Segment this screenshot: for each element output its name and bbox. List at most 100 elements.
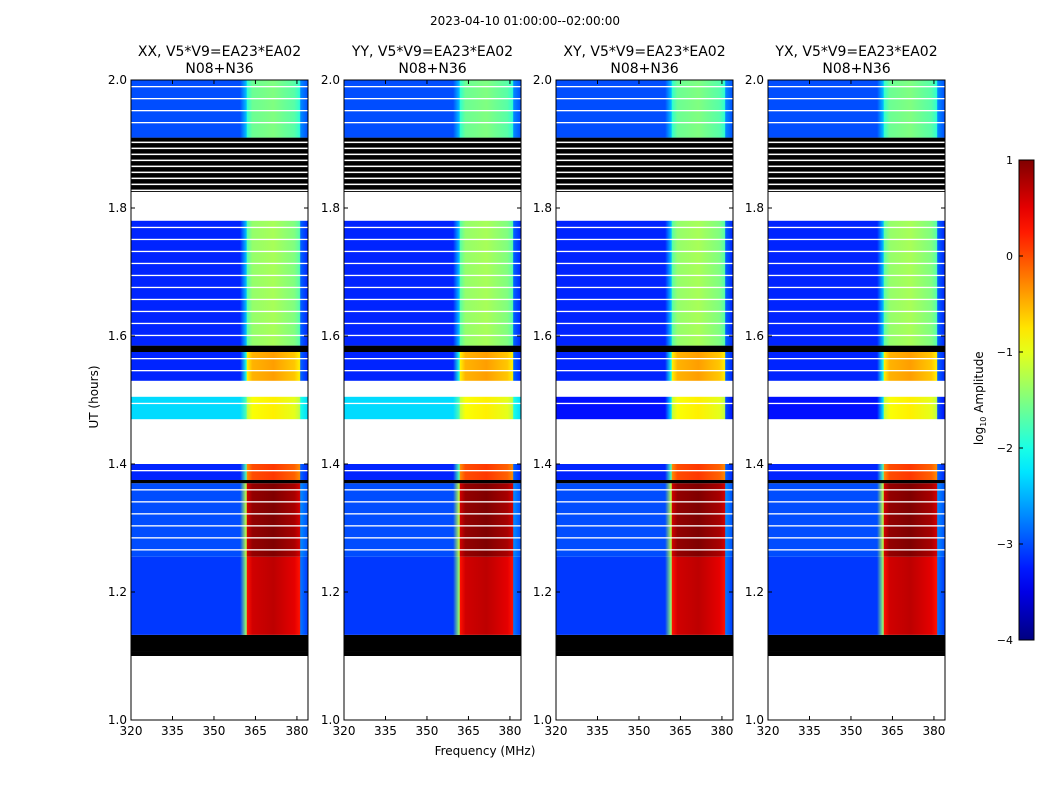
- x-tick-label: 320: [120, 724, 143, 738]
- x-axis-label: Frequency (MHz): [434, 744, 536, 758]
- scan-gap-line: [556, 525, 733, 527]
- scan-gap-line: [344, 171, 521, 174]
- y-tick-label: 1.2: [108, 585, 127, 599]
- scan-gap-line: [556, 171, 733, 174]
- y-tick-label: 1.8: [108, 201, 127, 215]
- scan-gap-line: [768, 153, 945, 156]
- colorbar: 1 0 −1 −2 −3 −4: [997, 154, 1035, 647]
- scan-gap-line: [344, 238, 521, 241]
- spectrogram-block: [768, 352, 945, 381]
- scan-gap-line: [556, 110, 733, 112]
- scan-gap-line: [131, 501, 308, 503]
- scan-gap-line: [131, 549, 308, 551]
- spectrogram-block: [131, 483, 308, 557]
- flagged-band: [768, 480, 945, 484]
- scan-gap-line: [768, 274, 945, 277]
- flagged-band: [131, 480, 308, 484]
- y-tick-label: 1.8: [533, 201, 552, 215]
- scan-gap-line: [131, 226, 308, 229]
- scan-gap-line: [131, 86, 308, 88]
- x-tick-label: 350: [416, 724, 439, 738]
- flagged-band: [556, 137, 733, 192]
- spectrogram-block: [768, 220, 945, 346]
- scan-gap-line: [768, 334, 945, 337]
- spectrogram-block: [556, 556, 733, 635]
- colorbar-tick-label: 1: [1006, 154, 1013, 167]
- colorbar-tick-label: −4: [997, 634, 1013, 647]
- scan-gap-line: [556, 183, 733, 186]
- x-tick-label: 365: [457, 724, 480, 738]
- y-tick-label: 1.8: [321, 201, 340, 215]
- scan-gap-line: [556, 286, 733, 289]
- scan-gap-line: [344, 489, 521, 491]
- scan-gap-line: [344, 122, 521, 124]
- scan-gap-line: [344, 358, 521, 360]
- scan-gap-line: [344, 501, 521, 503]
- scan-gap-line: [131, 358, 308, 360]
- scan-gap-line: [556, 98, 733, 100]
- scan-gap-line: [768, 310, 945, 313]
- scan-gap-line: [131, 402, 308, 405]
- scan-gap-line: [768, 470, 945, 472]
- spectrogram-block: [768, 483, 945, 557]
- panel-title: YY, V5*V9=EA23*EA02: [351, 44, 513, 60]
- scan-gap-line: [768, 513, 945, 515]
- scan-gap-line: [131, 334, 308, 337]
- panel-title: XY, V5*V9=EA23*EA02: [563, 44, 725, 60]
- scan-gap-line: [556, 489, 733, 491]
- scan-gap-line: [556, 86, 733, 88]
- scan-gap-line: [556, 153, 733, 156]
- y-tick-label: 1.4: [745, 457, 764, 471]
- y-tick-label: 1.4: [108, 457, 127, 471]
- spectrogram-block: [344, 556, 521, 635]
- colorbar-tick-label: −2: [997, 442, 1013, 455]
- scan-gap-line: [344, 310, 521, 313]
- scan-gap-line: [768, 501, 945, 503]
- scan-gap-line: [768, 402, 945, 405]
- scan-gap-line: [556, 238, 733, 241]
- x-tick-label: 380: [710, 724, 733, 738]
- spectrogram-block: [344, 464, 521, 480]
- scan-gap-line: [556, 322, 733, 325]
- axes-frame: [555, 79, 734, 721]
- y-tick-label: 1.2: [745, 585, 764, 599]
- scan-gap-line: [131, 177, 308, 180]
- scan-gap-line: [131, 159, 308, 162]
- spectrogram-block: [131, 464, 308, 480]
- spectrogram-block: [768, 80, 945, 138]
- y-tick-label: 1.0: [108, 713, 127, 727]
- flagged-band: [131, 651, 308, 656]
- scan-gap-line: [131, 165, 308, 168]
- scan-gap-line: [768, 286, 945, 289]
- scan-gap-line: [131, 310, 308, 313]
- scan-gap-line: [556, 310, 733, 313]
- x-tick-label: 335: [798, 724, 821, 738]
- spectrogram-block: [556, 640, 733, 652]
- y-tick-label: 1.2: [321, 585, 340, 599]
- y-tick-label: 2.0: [533, 73, 552, 87]
- scan-gap-line: [131, 141, 308, 144]
- scan-gap-line: [344, 274, 521, 277]
- spectrogram-block: [131, 80, 308, 138]
- scan-gap-line: [768, 358, 945, 360]
- y-tick-label: 2.0: [745, 73, 764, 87]
- spectrogram-block: [131, 396, 308, 420]
- panel-subtitle: N08+N36: [185, 61, 253, 77]
- flagged-band: [131, 137, 308, 192]
- scan-gap-line: [131, 98, 308, 100]
- y-tick-label: 1.0: [745, 713, 764, 727]
- flagged-band: [131, 634, 308, 640]
- scan-gap-line: [344, 513, 521, 515]
- flagged-band: [344, 480, 521, 484]
- scan-gap-line: [344, 250, 521, 253]
- scan-gap-line: [768, 177, 945, 180]
- scan-gap-line: [556, 122, 733, 124]
- scan-gap-line: [556, 177, 733, 180]
- scan-gap-line: [556, 370, 733, 372]
- flagged-band: [344, 634, 521, 640]
- scan-gap-line: [131, 262, 308, 265]
- x-tick-label: 380: [285, 724, 308, 738]
- scan-gap-line: [344, 322, 521, 325]
- scan-gap-line: [344, 262, 521, 265]
